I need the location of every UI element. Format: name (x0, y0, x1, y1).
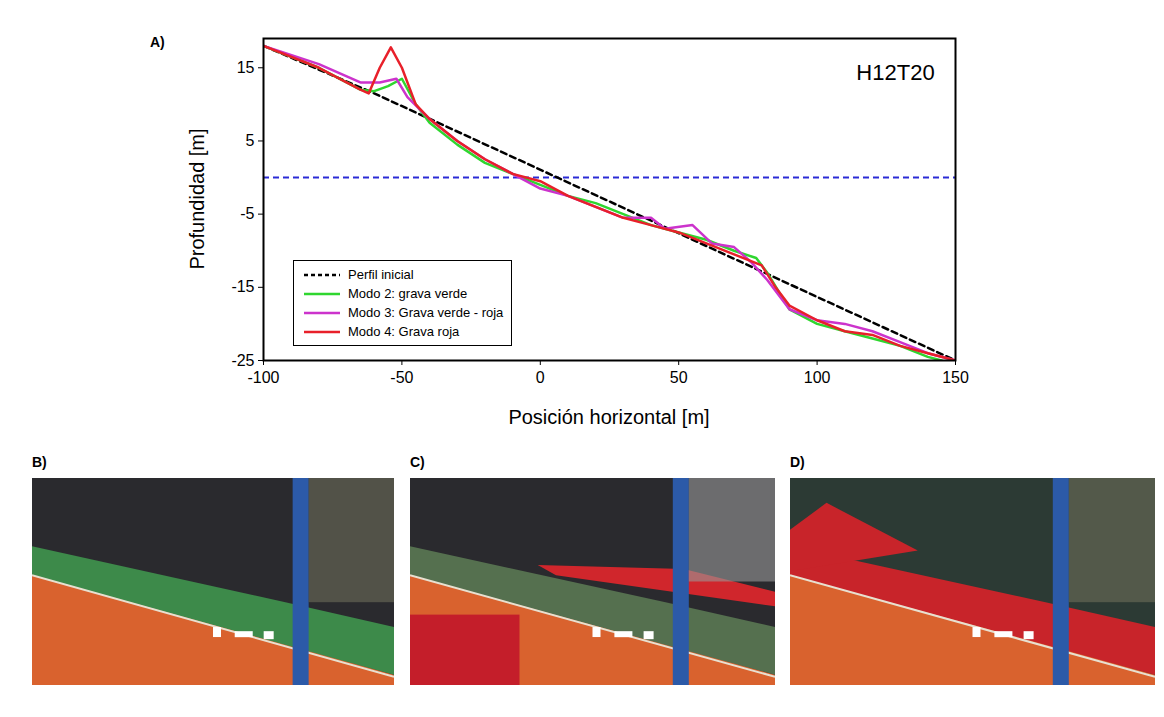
html-text:B): B) (32, 454, 47, 470)
svg-text:150: 150 (942, 369, 969, 386)
svg-text:-5: -5 (240, 205, 254, 222)
html-text:A): A) (150, 34, 165, 50)
html-text:Modo 2: grava verde: Modo 2: grava verde (348, 286, 468, 301)
html-text:Modo 3: Grava verde - roja: Modo 3: Grava verde - roja (348, 305, 504, 320)
html-text:Modo 4: Grava roja: Modo 4: Grava roja (348, 324, 460, 339)
html-text:D): D) (790, 454, 805, 470)
svg-text:-50: -50 (390, 369, 413, 386)
svg-text:H12T20: H12T20 (856, 60, 934, 85)
svg-text:50: 50 (670, 369, 688, 386)
svg-text:5: 5 (246, 132, 255, 149)
html-text:Perfil inicial: Perfil inicial (348, 267, 414, 282)
svg-text:15: 15 (237, 59, 255, 76)
svg-text:-100: -100 (247, 369, 279, 386)
svg-text:-25: -25 (231, 352, 254, 369)
svg-text:0: 0 (536, 369, 545, 386)
html-text:C): C) (410, 454, 425, 470)
html-text:Profundidad [m]: Profundidad [m] (185, 128, 208, 270)
html-text:Posición horizontal [m]: Posición horizontal [m] (508, 406, 710, 428)
svg-text:-15: -15 (231, 278, 254, 295)
svg-text:100: 100 (804, 369, 831, 386)
